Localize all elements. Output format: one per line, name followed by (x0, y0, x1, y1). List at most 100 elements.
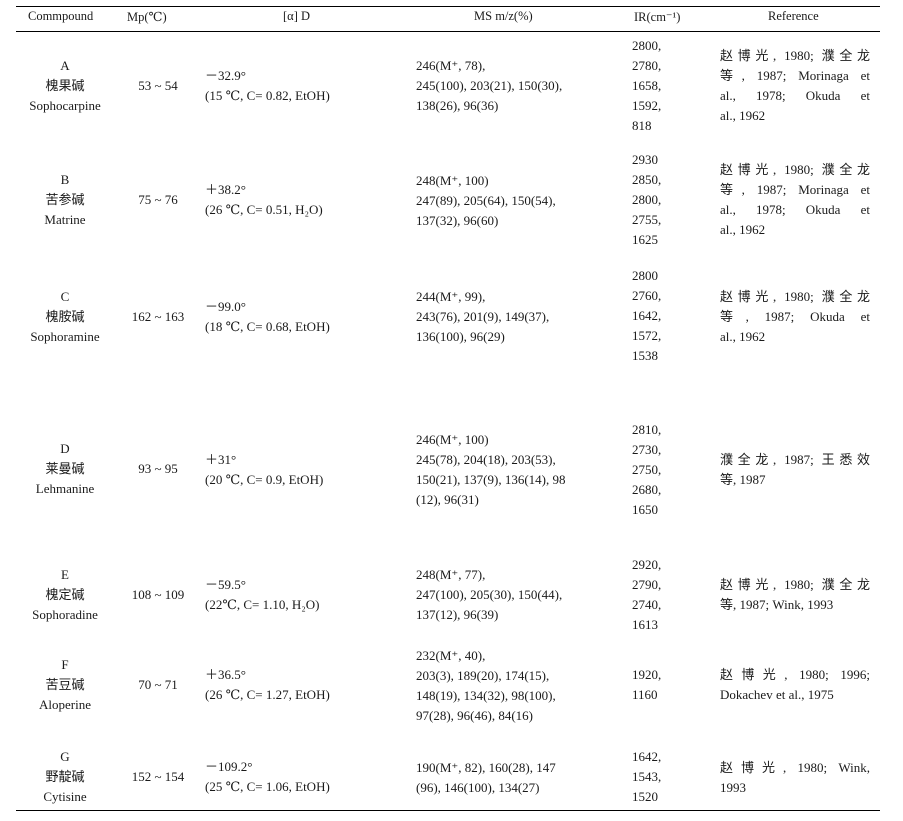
ms-line: 203(3), 189(20), 174(15), (416, 668, 550, 683)
ms-line: 248(M⁺, 77), (416, 567, 486, 582)
reference-cell: 赵博光, 1980; 濮全龙 等, 1987; Okuda et al., 19… (720, 287, 870, 347)
ms-line: 245(100), 203(21), 150(30), (416, 78, 563, 93)
compound-cell: D 莱曼碱 Lehmanine (16, 439, 114, 499)
ir-line: 1572, (632, 328, 662, 343)
compound-name-cn: 槐果碱 (45, 78, 85, 93)
rotation-conditions: (26 ℃, C= 1.27, EtOH) (205, 687, 330, 702)
reference-cell: 赵博光, 1980; 1996; Dokachev et al., 1975 (720, 665, 870, 705)
rotation-conditions: (18 ℃, C= 0.68, EtOH) (205, 319, 330, 334)
top-rule (16, 6, 880, 7)
ir-line: 2930 (632, 152, 658, 167)
header-ms: MS m/z(%) (474, 9, 533, 23)
rotation-cell: －32.9° (15 ℃, C= 0.82, EtOH) (205, 66, 330, 106)
ir-line: 1920, (632, 667, 662, 682)
rotation-conditions: (26 ℃, C= 0.51, H₂O) (205, 202, 323, 217)
ir-cell: 2930 2850, 2800, 2755, 1625 (632, 150, 661, 250)
ir-cell: 2810, 2730, 2750, 2680, 1650 (632, 420, 661, 520)
ir-line: 1650 (632, 502, 658, 517)
ms-line: (96), 146(100), 134(27) (416, 780, 540, 795)
ms-line: 245(78), 204(18), 203(53), (416, 452, 556, 467)
rotation-value: ＋36.5° (205, 667, 246, 682)
reference-cell: 赵博光, 1980; 濮全龙 等, 1987; Morinaga et al.,… (720, 46, 870, 126)
mp-cell: 162 ~ 163 (131, 309, 185, 324)
ir-line: 2680, (632, 482, 662, 497)
reference-line: 等, 1987 (720, 472, 766, 487)
ir-line: 818 (632, 118, 652, 133)
rotation-value: －109.2° (205, 759, 253, 774)
reference-line: 等, 1987; Okuda et (720, 309, 870, 324)
reference-line: 等, 1987; Wink, 1993 (720, 597, 834, 612)
ms-line: 246(M⁺, 100) (416, 432, 489, 447)
compound-name-cn: 野靛碱 (45, 769, 85, 784)
reference-line: al., 1978; Okuda et (720, 202, 870, 217)
compound-cell: B 苦参碱 Matrine (16, 170, 114, 230)
compound-name-cn: 槐胺碱 (45, 309, 85, 324)
ir-line: 2730, (632, 442, 662, 457)
ms-line: 244(M⁺, 99), (416, 289, 486, 304)
mp-cell: 75 ~ 76 (138, 192, 178, 207)
ms-cell: 246(M⁺, 100) 245(78), 204(18), 203(53), … (416, 430, 565, 510)
rotation-cell: －109.2° (25 ℃, C= 1.06, EtOH) (205, 757, 330, 797)
rotation-value: －59.5° (205, 577, 246, 592)
compound-letter: C (60, 289, 70, 304)
rotation-conditions: (20 ℃, C= 0.9, EtOH) (205, 472, 324, 487)
header-ir: IR(cm⁻¹) (634, 10, 681, 24)
reference-line: 等, 1987; Morinaga et (720, 68, 870, 83)
ir-line: 2810, (632, 422, 662, 437)
ms-line: 246(M⁺, 78), (416, 58, 486, 73)
reference-line: 赵博光, 1980; 濮全龙 (720, 48, 870, 63)
rotation-value: －99.0° (205, 299, 246, 314)
ms-line: 247(89), 205(64), 150(54), (416, 193, 556, 208)
reference-line: al., 1978; Okuda et (720, 88, 870, 103)
reference-cell: 濮全龙, 1987; 王悉效 等, 1987 (720, 450, 870, 490)
ms-line: 243(76), 201(9), 149(37), (416, 309, 550, 324)
rotation-conditions: (15 ℃, C= 0.82, EtOH) (205, 88, 330, 103)
compound-letter: D (60, 441, 70, 456)
ms-cell: 190(M⁺, 82), 160(28), 147 (96), 146(100)… (416, 758, 556, 798)
ir-line: 1642, (632, 308, 662, 323)
rotation-cell: －99.0° (18 ℃, C= 0.68, EtOH) (205, 297, 330, 337)
ir-cell: 2800, 2780, 1658, 1592, 818 (632, 36, 661, 136)
compound-name-cn: 莱曼碱 (45, 461, 85, 476)
header-rotation: [α] D (283, 9, 311, 23)
rotation-value: ＋38.2° (205, 182, 246, 197)
compound-name-en: Matrine (44, 212, 86, 227)
compound-name-en: Lehmanine (35, 481, 95, 496)
reference-line: 赵博光, 1980; 濮全龙 (720, 577, 870, 592)
ms-cell: 244(M⁺, 99), 243(76), 201(9), 149(37), 1… (416, 287, 549, 347)
ir-line: 2850, (632, 172, 662, 187)
ms-line: 248(M⁺, 100) (416, 173, 489, 188)
mp-cell: 152 ~ 154 (131, 769, 185, 784)
rotation-value: ＋31° (205, 452, 237, 467)
compound-name-cn: 苦参碱 (45, 192, 85, 207)
ms-line: 247(100), 205(30), 150(44), (416, 587, 563, 602)
ms-line: 97(28), 96(46), 84(16) (416, 708, 533, 723)
compound-name-cn: 槐定碱 (45, 587, 85, 602)
ms-line: 190(M⁺, 82), 160(28), 147 (416, 760, 556, 775)
compound-name-cn: 苦豆碱 (45, 677, 85, 692)
ir-line: 1642, (632, 749, 662, 764)
rotation-conditions: (22℃, C= 1.10, H₂O) (205, 597, 320, 612)
ms-cell: 248(M⁺, 77), 247(100), 205(30), 150(44),… (416, 565, 562, 625)
ms-line: 138(26), 96(36) (416, 98, 499, 113)
header-reference: Reference (768, 9, 819, 23)
mp-cell: 108 ~ 109 (131, 587, 185, 602)
compound-name-en: Sophocarpine (29, 98, 101, 113)
reference-line: 赵博光, 1980; 1996; (720, 667, 870, 682)
bottom-rule (16, 810, 880, 811)
compound-name-en: Sophoradine (32, 607, 98, 622)
reference-line: 1993 (720, 780, 746, 795)
ir-line: 2920, (632, 557, 662, 572)
mp-cell: 53 ~ 54 (138, 78, 178, 93)
compound-cell: C 槐胺碱 Sophoramine (16, 287, 114, 347)
ir-line: 1160 (632, 687, 658, 702)
compound-cell: G 野靛碱 Cytisine (16, 747, 114, 807)
ms-line: 148(19), 134(32), 98(100), (416, 688, 556, 703)
ir-cell: 1920, 1160 (632, 665, 661, 705)
compound-letter: A (60, 58, 70, 73)
compound-name-en: Sophoramine (30, 329, 100, 344)
reference-line: al., 1962 (720, 222, 766, 237)
reference-line: Dokachev et al., 1975 (720, 687, 834, 702)
ir-line: 1538 (632, 348, 658, 363)
reference-cell: 赵博光, 1980; 濮全龙 等, 1987; Morinaga et al.,… (720, 160, 870, 240)
